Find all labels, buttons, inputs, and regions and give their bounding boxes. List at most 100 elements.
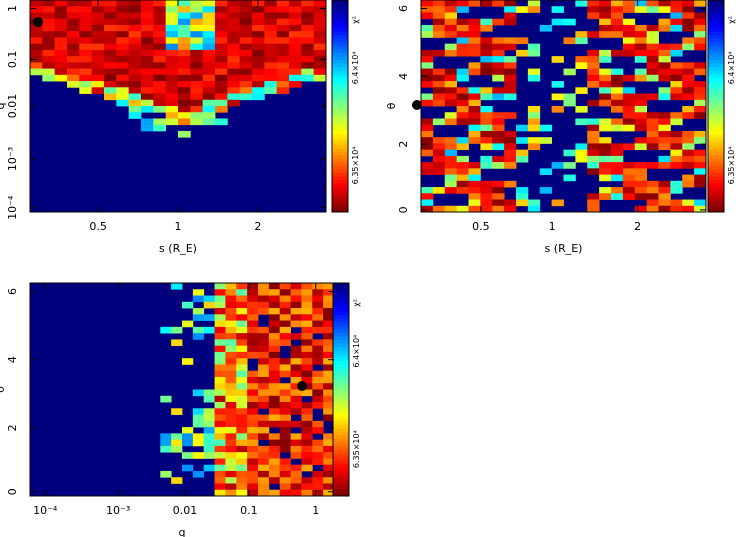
heatmap-cell xyxy=(215,74,228,82)
colorbar-segment xyxy=(708,49,724,54)
heatmap-cell xyxy=(432,24,446,32)
heatmap-cell xyxy=(634,180,648,188)
heatmap-cell xyxy=(153,124,167,132)
heatmap-cell xyxy=(432,87,446,94)
heatmap-cell xyxy=(268,320,281,328)
heatmap-cell xyxy=(190,74,204,82)
heatmap-cell xyxy=(202,37,216,45)
heatmap-cell xyxy=(480,56,493,63)
colorbar-segment xyxy=(333,471,349,476)
colorbar-segment xyxy=(333,304,349,309)
heatmap-cell xyxy=(225,333,237,340)
heatmap-cell xyxy=(301,370,313,378)
heatmap-cell xyxy=(323,358,335,365)
heatmap-cell xyxy=(539,187,553,194)
heatmap-cell xyxy=(468,187,481,194)
heatmap-cell xyxy=(516,137,529,144)
heatmap-cell xyxy=(587,74,600,82)
heatmap-cell xyxy=(203,408,215,415)
heatmap-cell xyxy=(504,68,517,76)
heatmap-cell xyxy=(215,68,228,76)
heatmap-cell xyxy=(202,0,216,7)
y-tick-label: 2 xyxy=(397,141,410,148)
heatmap-cell xyxy=(202,81,216,88)
colorbar-segment xyxy=(332,42,348,47)
heatmap-cell xyxy=(492,74,505,82)
colorbar-segment xyxy=(333,432,349,437)
y-tick-label: 6 xyxy=(397,5,410,12)
heatmap-cell xyxy=(225,301,237,309)
heatmap-cell xyxy=(670,187,683,194)
heatmap-cell xyxy=(312,283,324,290)
heatmap-cell xyxy=(301,452,313,459)
heatmap-cell xyxy=(468,180,481,188)
heatmap-cell xyxy=(421,56,434,63)
heatmap-cell xyxy=(225,351,237,359)
colorbar-segment xyxy=(333,354,349,359)
heatmap-cell xyxy=(480,118,493,126)
heatmap-cell xyxy=(225,339,237,347)
heatmap-cell xyxy=(323,314,335,321)
heatmap-cell xyxy=(215,87,228,94)
heatmap-cell xyxy=(646,205,659,213)
heatmap-cell xyxy=(67,12,80,20)
colorbar-segment xyxy=(332,148,348,153)
heatmap-cell xyxy=(516,149,529,157)
heatmap-cell xyxy=(456,87,469,94)
heatmap-cell xyxy=(301,345,313,353)
heatmap-cell xyxy=(301,364,313,372)
heatmap-cell xyxy=(634,205,648,213)
heatmap-cell xyxy=(480,180,493,188)
heatmap-cell xyxy=(634,6,648,13)
heatmap-cell xyxy=(116,87,130,94)
heatmap-cell xyxy=(290,351,302,359)
heatmap-cell xyxy=(128,43,142,51)
heatmap-cell xyxy=(670,0,683,7)
heatmap-cell xyxy=(290,408,302,415)
heatmap-cell xyxy=(444,49,458,57)
heatmap-cell xyxy=(421,162,434,169)
heatmap-cell xyxy=(468,99,481,107)
heatmap-cell xyxy=(551,81,564,88)
y-axis-label: θ xyxy=(0,386,7,393)
heatmap-cell xyxy=(268,477,281,484)
colorbar-segment xyxy=(332,10,348,15)
heatmap-cell xyxy=(622,112,636,119)
heatmap-cell xyxy=(658,68,671,76)
heatmap-cell xyxy=(492,130,505,138)
heatmap-cell xyxy=(575,0,588,7)
colorbar-segment xyxy=(333,488,349,493)
heatmap-cell xyxy=(622,43,636,51)
heatmap-cell xyxy=(587,205,600,213)
heatmap-cell xyxy=(203,414,215,422)
heatmap-cell xyxy=(279,439,291,447)
heatmap-cell xyxy=(646,187,659,194)
heatmap-cell xyxy=(480,43,493,51)
colorbar-segment xyxy=(333,428,349,433)
heatmap-cell xyxy=(312,314,324,321)
heatmap-cell xyxy=(128,6,142,13)
heatmap-cell xyxy=(178,43,191,51)
heatmap-cell xyxy=(276,43,290,51)
heatmap-cell xyxy=(622,37,636,45)
heatmap-cell xyxy=(432,93,446,101)
heatmap-cell xyxy=(301,427,313,434)
heatmap-cell xyxy=(247,383,259,390)
heatmap-cell xyxy=(239,74,253,82)
colorbar-tick-label: 6.4×10⁴ xyxy=(351,51,360,84)
heatmap-cell xyxy=(456,99,469,107)
heatmap-cell xyxy=(682,6,695,13)
heatmap-cell xyxy=(313,62,327,69)
heatmap-cell xyxy=(658,56,671,63)
heatmap-cell xyxy=(247,326,259,334)
heatmap-cell xyxy=(236,351,248,359)
heatmap-cell xyxy=(215,31,228,38)
heatmap-cell xyxy=(682,18,695,26)
heatmap-cell xyxy=(480,93,493,101)
heatmap-cell xyxy=(141,56,154,63)
heatmap-cell xyxy=(492,199,505,207)
heatmap-cell xyxy=(215,93,228,101)
colorbar-segment xyxy=(708,130,724,135)
heatmap-cell xyxy=(141,37,154,45)
heatmap-cell xyxy=(323,433,335,441)
